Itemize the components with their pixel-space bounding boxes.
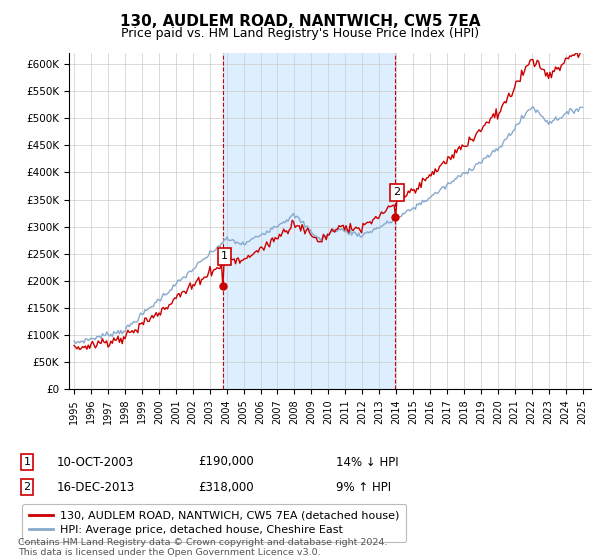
Text: £190,000: £190,000 [198,455,254,469]
Text: Price paid vs. HM Land Registry's House Price Index (HPI): Price paid vs. HM Land Registry's House … [121,27,479,40]
Text: £318,000: £318,000 [198,480,254,494]
Text: Contains HM Land Registry data © Crown copyright and database right 2024.
This d: Contains HM Land Registry data © Crown c… [18,538,388,557]
Text: 2: 2 [394,188,401,198]
Legend: 130, AUDLEM ROAD, NANTWICH, CW5 7EA (detached house), HPI: Average price, detach: 130, AUDLEM ROAD, NANTWICH, CW5 7EA (det… [22,504,406,542]
Text: 9% ↑ HPI: 9% ↑ HPI [336,480,391,494]
Text: 14% ↓ HPI: 14% ↓ HPI [336,455,398,469]
Text: 1: 1 [221,251,228,262]
Text: 130, AUDLEM ROAD, NANTWICH, CW5 7EA: 130, AUDLEM ROAD, NANTWICH, CW5 7EA [120,14,480,29]
Bar [223,53,395,389]
Text: 16-DEC-2013: 16-DEC-2013 [57,480,135,494]
Text: 2: 2 [23,482,31,492]
Text: 1: 1 [23,457,31,467]
Text: 10-OCT-2003: 10-OCT-2003 [57,455,134,469]
